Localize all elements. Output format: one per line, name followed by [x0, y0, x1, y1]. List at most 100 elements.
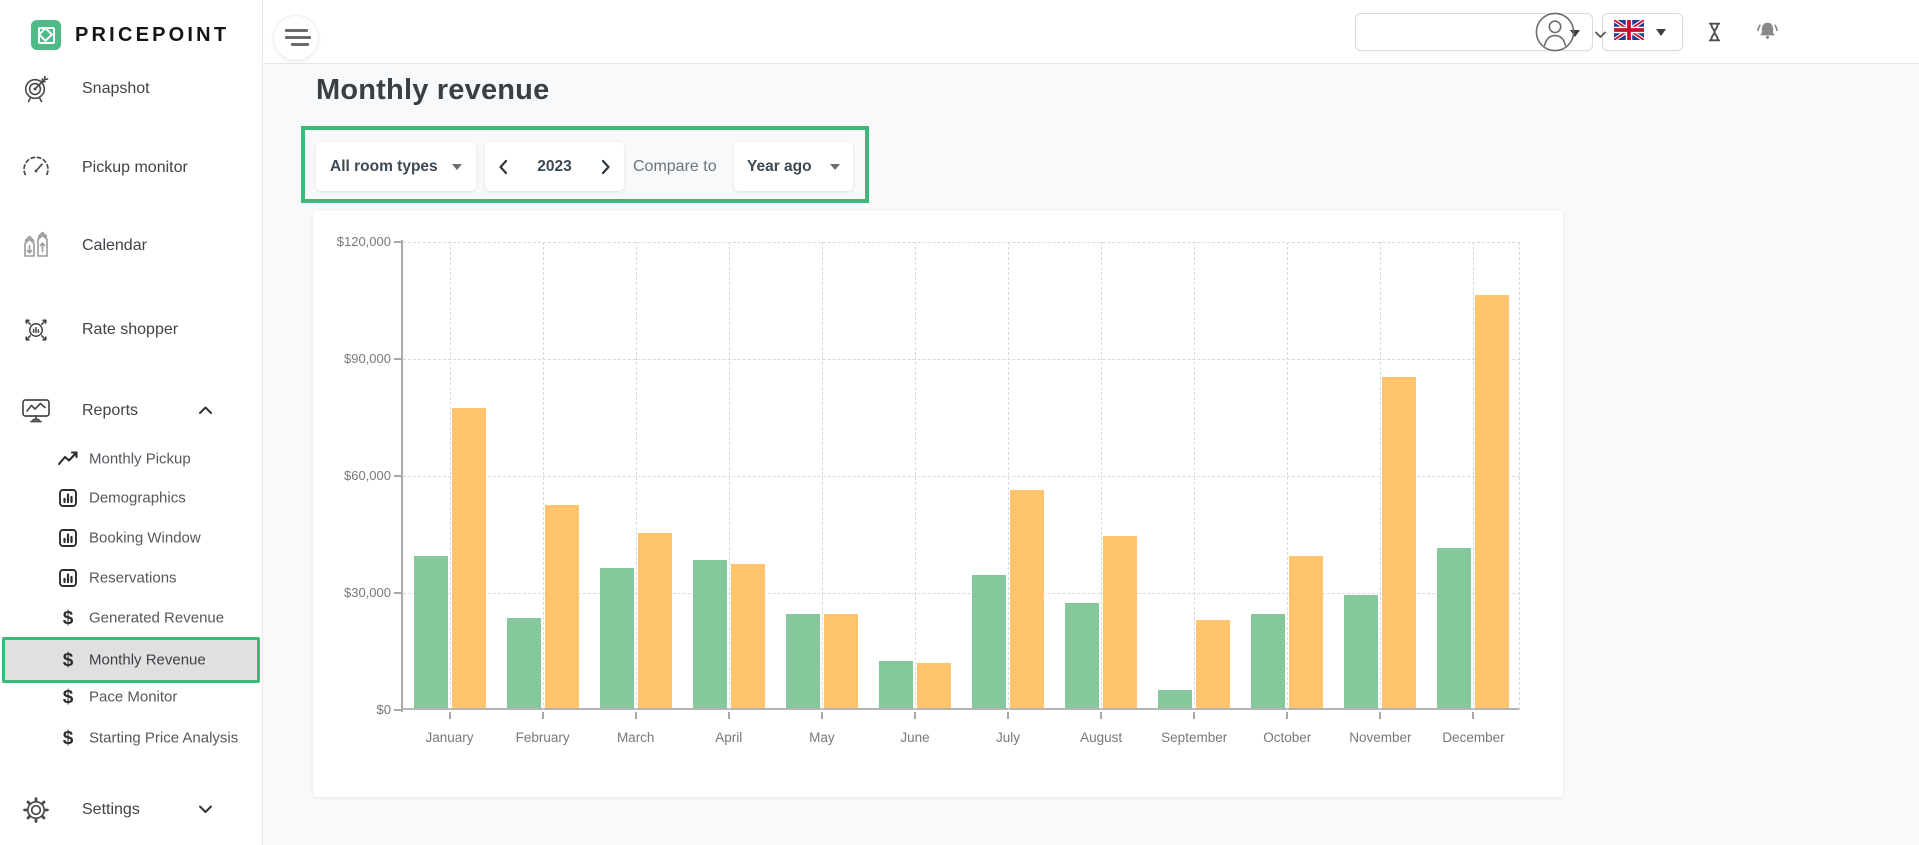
brand: PRICEPOINT	[31, 20, 229, 50]
x-gridline	[635, 242, 637, 710]
compare-to-label: Compare to	[633, 158, 717, 175]
x-gridline	[821, 242, 823, 710]
language-select[interactable]	[1602, 13, 1683, 51]
main-content: Monthly revenue All room types 2023 Comp…	[262, 63, 1919, 845]
bar-current-april	[692, 559, 727, 708]
chevron-down-icon	[1570, 30, 1580, 37]
x-axis-tick	[727, 712, 730, 719]
sidebar-item-monthly-revenue[interactable]: $ Monthly Revenue	[2, 637, 260, 683]
previous-year-button[interactable]	[498, 159, 508, 175]
x-gridline	[1101, 242, 1103, 710]
room-type-value: All room types	[330, 157, 438, 175]
bar-compare-august	[1103, 536, 1138, 708]
rate-shopper-icon	[18, 312, 54, 348]
x-axis-label: October	[1263, 730, 1312, 745]
bar-current-january	[413, 555, 448, 708]
sidebar-item-generated-revenue[interactable]: $ Generated Revenue	[0, 598, 262, 638]
brand-logo-icon	[31, 20, 61, 50]
sidebar-item-booking-window[interactable]: Booking Window	[0, 518, 262, 558]
bar-compare-july	[1010, 489, 1045, 708]
sidebar-item-reservations[interactable]: Reservations	[0, 558, 262, 598]
sidebar-item-pace-monitor[interactable]: $ Pace Monitor	[0, 677, 262, 717]
uk-flag-icon	[1612, 17, 1646, 45]
bar-compare-april	[730, 563, 765, 708]
x-gridline	[542, 242, 544, 710]
x-gridline	[1287, 242, 1289, 710]
sidebar-item-calendar[interactable]: Calendar	[0, 226, 262, 266]
dollar-icon: $	[62, 686, 74, 708]
x-gridline	[1380, 242, 1382, 710]
sidebar-item-demographics[interactable]: Demographics	[0, 478, 262, 518]
year-navigator: 2023	[485, 142, 624, 191]
bar-chart-icon	[56, 486, 80, 510]
bar-current-october	[1251, 614, 1286, 708]
bar-compare-march	[637, 532, 672, 708]
page-title: Monthly revenue	[316, 74, 550, 106]
chevron-down-icon	[198, 801, 213, 819]
x-axis-label: May	[809, 730, 835, 745]
chevron-down-icon	[452, 163, 462, 170]
x-axis-label: March	[616, 730, 655, 745]
x-axis-tick	[1007, 712, 1010, 719]
bar-current-september	[1158, 690, 1193, 708]
sidebar-item-label: Starting Price Analysis	[89, 729, 239, 747]
bar-compare-january	[451, 407, 486, 708]
sidebar-item-pickup-monitor[interactable]: Pickup monitor	[0, 148, 262, 188]
dollar-icon: $	[62, 649, 74, 671]
y-axis-label: $120,000	[336, 234, 391, 249]
x-gridline	[728, 242, 730, 710]
x-gridline	[914, 242, 916, 710]
x-axis-tick	[541, 712, 544, 719]
y-gridline	[403, 476, 1520, 477]
x-axis-label: July	[996, 730, 1021, 745]
x-axis-label: August	[1080, 730, 1123, 745]
compare-select[interactable]: Year ago	[734, 142, 853, 191]
sidebar-item-label: Booking Window	[89, 529, 201, 547]
avatar-chevron-icon[interactable]	[1594, 26, 1607, 44]
bar-chart-icon	[56, 526, 80, 550]
sidebar-item-label: Pace Monitor	[89, 688, 178, 706]
room-type-select[interactable]: All room types	[316, 142, 476, 191]
sidebar-item-label: Monthly Pickup	[89, 450, 191, 468]
bell-icon[interactable]	[1754, 18, 1781, 50]
hourglass-icon[interactable]	[1702, 19, 1727, 50]
sidebar-item-rate-shopper[interactable]: Rate shopper	[0, 310, 262, 350]
sidebar-item-snapshot[interactable]: Snapshot	[0, 69, 262, 109]
y-axis-tick	[394, 475, 402, 477]
monthly-revenue-chart-card: $0 $30,000 $60,000 $90,000 $120,000 January Fe…	[313, 211, 1563, 797]
x-gridline	[1008, 242, 1010, 710]
chevron-up-icon	[198, 402, 213, 420]
y-axis-label: $0	[376, 702, 391, 717]
sidebar-item-reports[interactable]: Reports	[0, 391, 262, 431]
plot-right-border	[1519, 242, 1520, 710]
x-axis-label: November	[1349, 730, 1412, 745]
sidebar-item-label: Calendar	[82, 237, 147, 254]
sidebar-item-starting-price-analysis[interactable]: $ Starting Price Analysis	[0, 718, 262, 758]
sidebar-item-label: Generated Revenue	[89, 609, 225, 627]
gear-icon	[18, 792, 54, 828]
x-axis-label: September	[1161, 730, 1228, 745]
y-axis-label: $60,000	[344, 468, 391, 483]
y-axis-tick	[394, 592, 402, 594]
x-axis-label: January	[425, 730, 474, 745]
bar-current-february	[506, 618, 541, 708]
sidebar-item-label: Demographics	[89, 489, 186, 507]
sidebar-item-label: Monthly Revenue	[89, 651, 206, 669]
bar-chart: $0 $30,000 $60,000 $90,000 $120,000 January Fe…	[337, 234, 1520, 745]
sidebar-item-monthly-pickup[interactable]: Monthly Pickup	[0, 439, 262, 479]
compare-value: Year ago	[747, 157, 812, 175]
bar-current-august	[1065, 602, 1100, 708]
x-gridline	[449, 242, 451, 710]
bar-compare-october	[1289, 555, 1324, 708]
menu-button[interactable]	[273, 15, 319, 61]
bar-chart-icon	[56, 566, 80, 590]
chevron-down-icon	[830, 163, 840, 170]
calendar-tags-icon	[18, 228, 54, 264]
reports-monitor-icon	[18, 393, 54, 429]
next-year-button[interactable]	[601, 159, 611, 175]
sidebar-item-label: Reservations	[89, 569, 177, 587]
filter-highlight-annotation: All room types 2023 Compare to Year ago	[301, 126, 869, 203]
x-axis-tick	[1100, 712, 1103, 719]
avatar[interactable]	[1535, 12, 1575, 52]
sidebar-item-settings[interactable]: Settings	[0, 790, 262, 830]
